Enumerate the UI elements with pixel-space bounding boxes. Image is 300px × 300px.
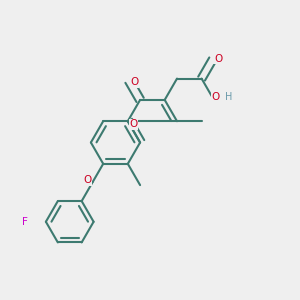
Text: O: O	[212, 92, 220, 102]
Text: O: O	[130, 77, 139, 87]
Text: O: O	[129, 119, 137, 129]
Text: F: F	[22, 217, 28, 227]
Text: H: H	[225, 92, 232, 102]
Text: O: O	[83, 176, 92, 185]
Text: O: O	[214, 53, 222, 64]
